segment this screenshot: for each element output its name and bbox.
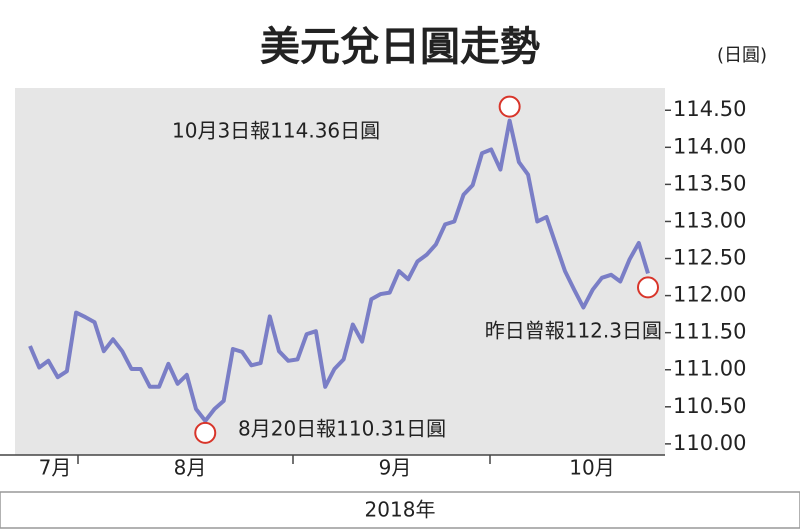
- annotation: 昨日曾報112.3日圓: [485, 319, 662, 343]
- y-tick-label: 113.00: [673, 208, 746, 232]
- y-tick-label: 112.00: [673, 283, 746, 307]
- y-tick-label: 110.50: [673, 394, 746, 418]
- y-tick-label: 113.50: [673, 171, 746, 195]
- annotation: 8月20日報110.31日圓: [238, 417, 446, 441]
- month-label: 10月: [569, 456, 614, 480]
- month-label: 8月: [174, 456, 207, 480]
- x-axis-label: 2018年: [365, 498, 436, 522]
- price-line: [28, 118, 650, 423]
- x-label-box: [0, 491, 800, 529]
- y-tick-label: 114.00: [673, 134, 746, 158]
- highlight-marker: [498, 95, 521, 118]
- month-label: 7月: [39, 456, 72, 480]
- y-tick-label: 114.50: [673, 97, 746, 121]
- chart-title: 美元兌日圓走勢: [260, 23, 540, 70]
- y-tick-label: 111.00: [673, 357, 746, 381]
- month-label: 9月: [379, 456, 412, 480]
- plot-background: [15, 88, 665, 455]
- y-tick-label: 111.50: [673, 320, 746, 344]
- highlight-marker: [637, 276, 659, 299]
- unit-label: (日圓): [717, 45, 767, 66]
- highlight-marker: [194, 421, 217, 444]
- y-tick-label: 110.00: [673, 431, 746, 455]
- annotation: 10月3日報114.36日圓: [172, 119, 380, 143]
- y-tick-label: 112.50: [673, 246, 746, 270]
